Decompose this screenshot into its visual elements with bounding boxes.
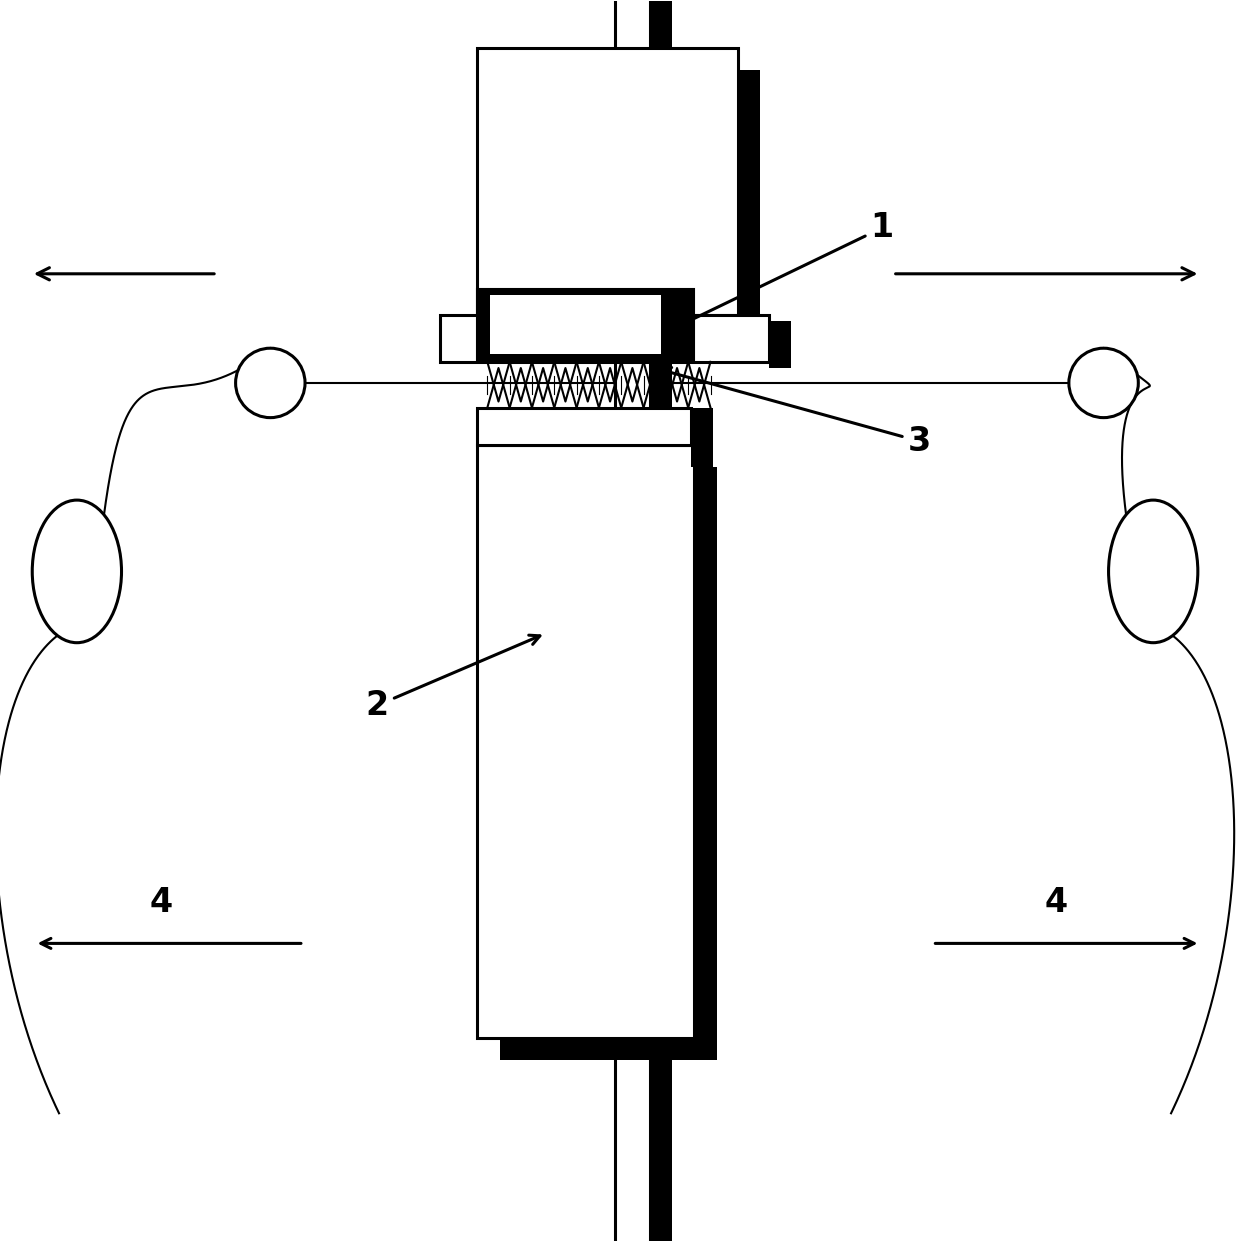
Polygon shape <box>477 407 691 445</box>
Circle shape <box>236 348 305 417</box>
Text: 3: 3 <box>661 368 931 458</box>
Polygon shape <box>477 445 694 1037</box>
Text: 2: 2 <box>366 635 539 722</box>
Text: 4: 4 <box>1045 886 1068 919</box>
Polygon shape <box>500 467 717 1059</box>
Polygon shape <box>615 0 650 1242</box>
Text: 4: 4 <box>150 886 172 919</box>
Polygon shape <box>500 71 760 337</box>
Circle shape <box>1069 348 1138 417</box>
Polygon shape <box>477 288 694 361</box>
Ellipse shape <box>1109 501 1198 642</box>
Polygon shape <box>691 414 713 451</box>
Text: 1: 1 <box>670 211 894 330</box>
Polygon shape <box>691 407 713 467</box>
Polygon shape <box>769 320 791 368</box>
Polygon shape <box>490 294 661 354</box>
Polygon shape <box>477 48 738 314</box>
Polygon shape <box>440 314 769 361</box>
Polygon shape <box>637 0 672 1242</box>
Ellipse shape <box>32 501 122 642</box>
